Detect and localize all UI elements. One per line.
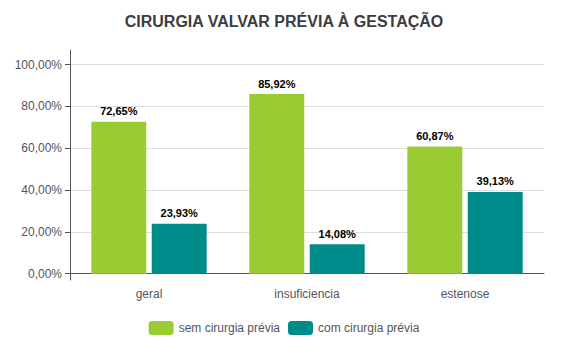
svg-text:100,00%: 100,00% (15, 58, 63, 72)
svg-text:insuficiencia: insuficiencia (274, 287, 340, 301)
svg-text:60,87%: 60,87% (416, 130, 454, 142)
svg-text:23,93%: 23,93% (161, 207, 199, 219)
svg-text:72,65%: 72,65% (100, 105, 138, 117)
svg-text:60,00%: 60,00% (21, 141, 62, 155)
svg-text:CIRURGIA VALVAR PRÉVIA À GESTA: CIRURGIA VALVAR PRÉVIA À GESTAÇÃO (125, 11, 444, 30)
svg-text:0,00%: 0,00% (28, 267, 62, 281)
svg-text:85,92%: 85,92% (258, 78, 296, 90)
svg-text:40,00%: 40,00% (21, 183, 62, 197)
svg-text:39,13%: 39,13% (477, 175, 515, 187)
svg-text:estenose: estenose (441, 287, 490, 301)
svg-text:14,08%: 14,08% (319, 228, 357, 240)
svg-text:80,00%: 80,00% (21, 99, 62, 113)
svg-text:com cirurgia prévia: com cirurgia prévia (318, 321, 420, 335)
svg-text:20,00%: 20,00% (21, 225, 62, 239)
svg-text:sem cirurgia prévia: sem cirurgia prévia (179, 321, 281, 335)
svg-text:geral: geral (136, 287, 163, 301)
